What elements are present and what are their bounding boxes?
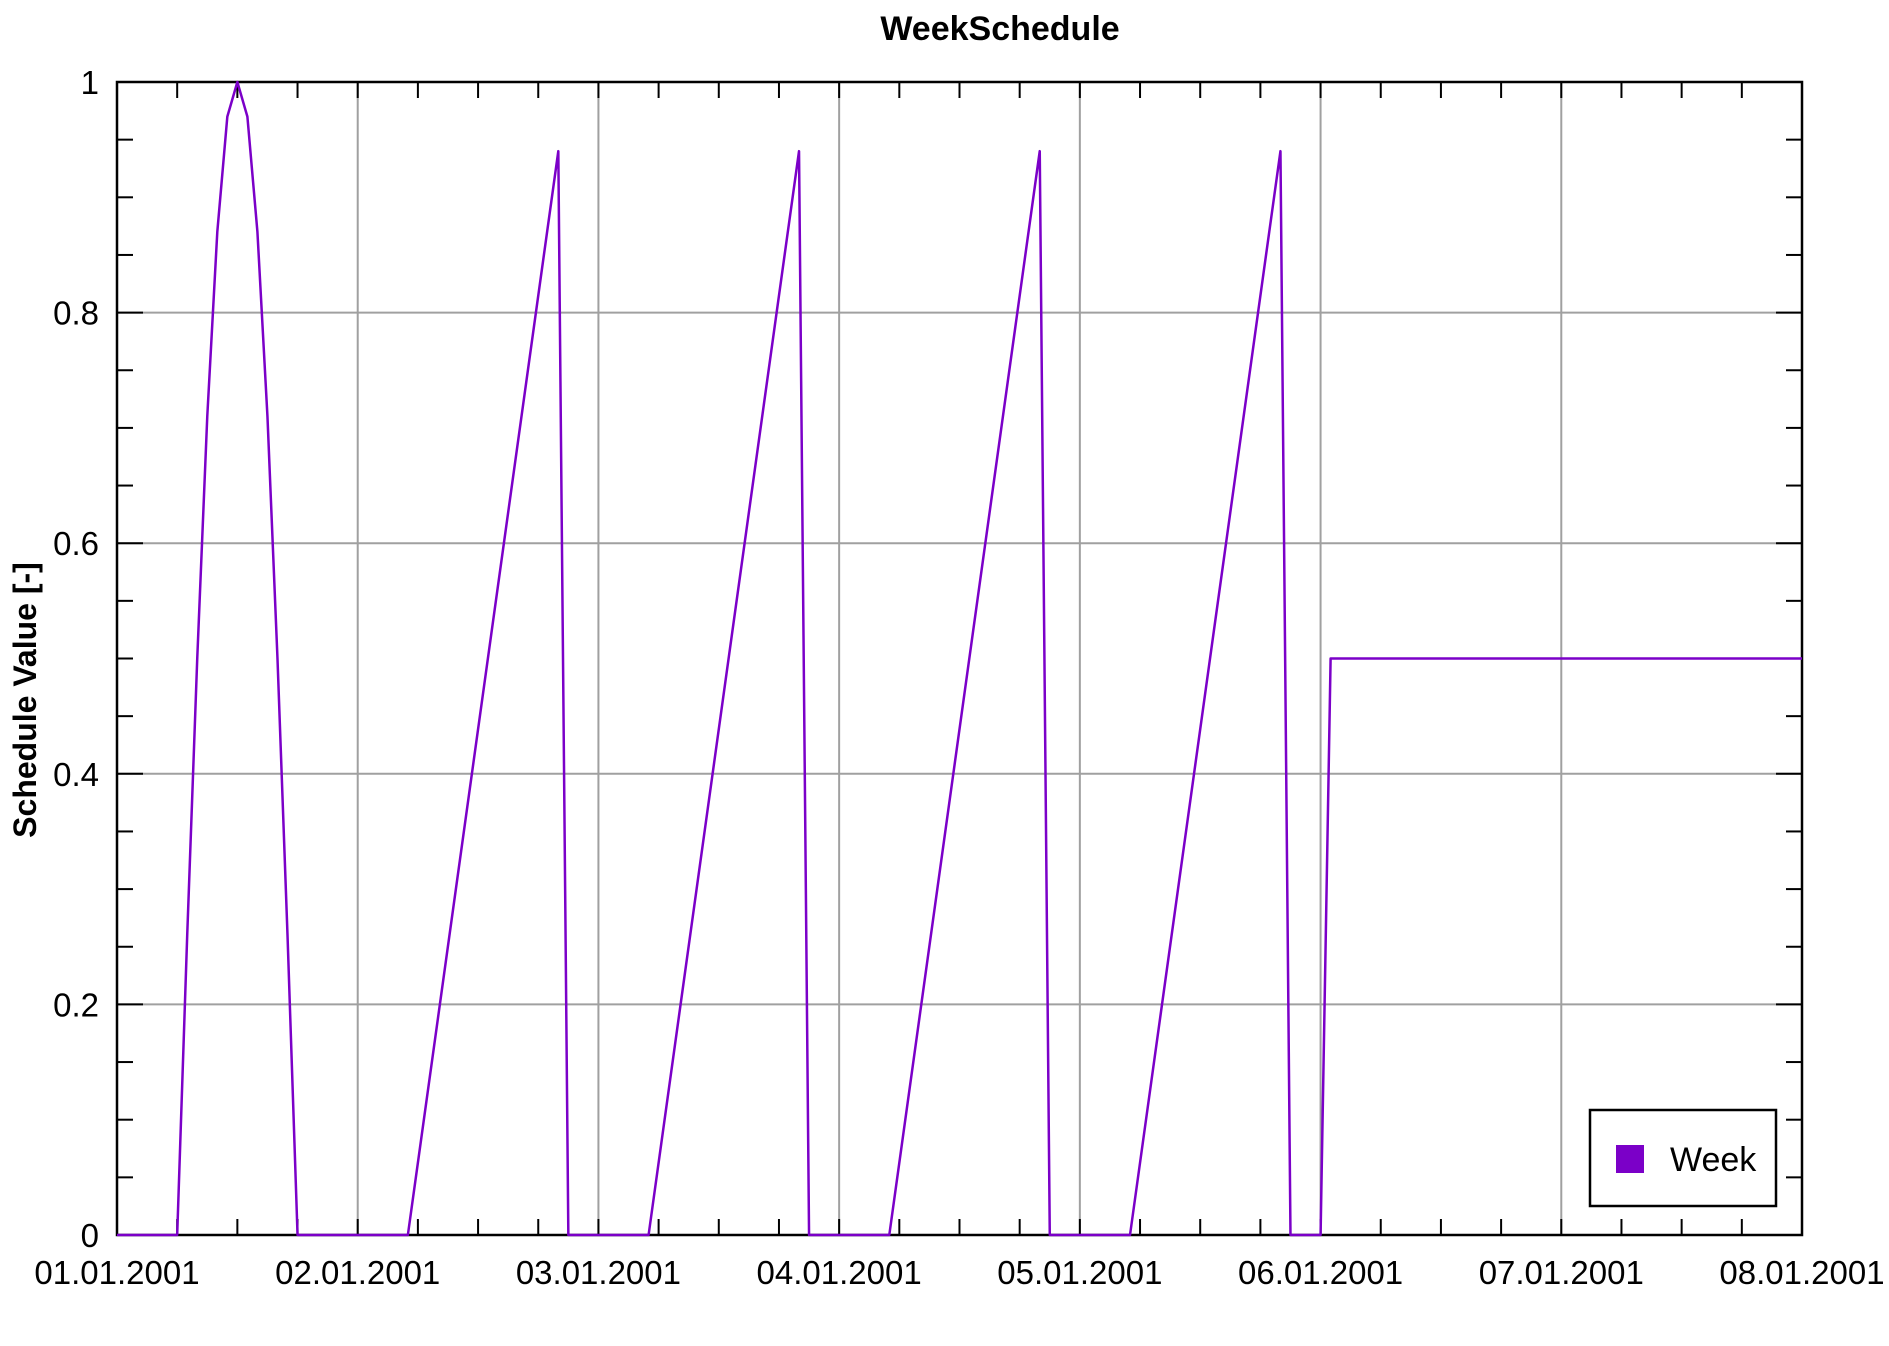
- series-layer: [117, 80, 1802, 1237]
- y-axis-label: Schedule Value [-]: [7, 562, 43, 838]
- y-tick-label: 1: [81, 64, 99, 101]
- y-tick-label: 0.8: [53, 295, 99, 332]
- chart-title: WeekSchedule: [880, 10, 1119, 48]
- y-tick-label: 0.6: [53, 525, 99, 562]
- x-tick-label: 04.01.2001: [757, 1254, 922, 1291]
- legend-label-week: Week: [1670, 1141, 1757, 1179]
- legend-swatch-week: [1616, 1145, 1644, 1173]
- y-tick-label: 0: [81, 1217, 99, 1254]
- x-tick-label: 05.01.2001: [997, 1254, 1162, 1291]
- x-tick-label: 08.01.2001: [1719, 1254, 1884, 1291]
- tick-labels: 01.01.2001 02.01.2001 03.01.2001 04.01.2001…: [34, 64, 1884, 1291]
- x-tick-label: 02.01.2001: [275, 1254, 440, 1291]
- legend: Week: [1588, 1108, 1778, 1208]
- y-tick-label: 0.4: [53, 756, 99, 793]
- y-tick-label: 0.2: [53, 986, 99, 1023]
- x-tick-label: 01.01.2001: [34, 1254, 199, 1291]
- x-tick-label: 03.01.2001: [516, 1254, 681, 1291]
- series-line-week: [117, 80, 1802, 1237]
- x-tick-label: 07.01.2001: [1479, 1254, 1644, 1291]
- x-tick-label: 06.01.2001: [1238, 1254, 1403, 1291]
